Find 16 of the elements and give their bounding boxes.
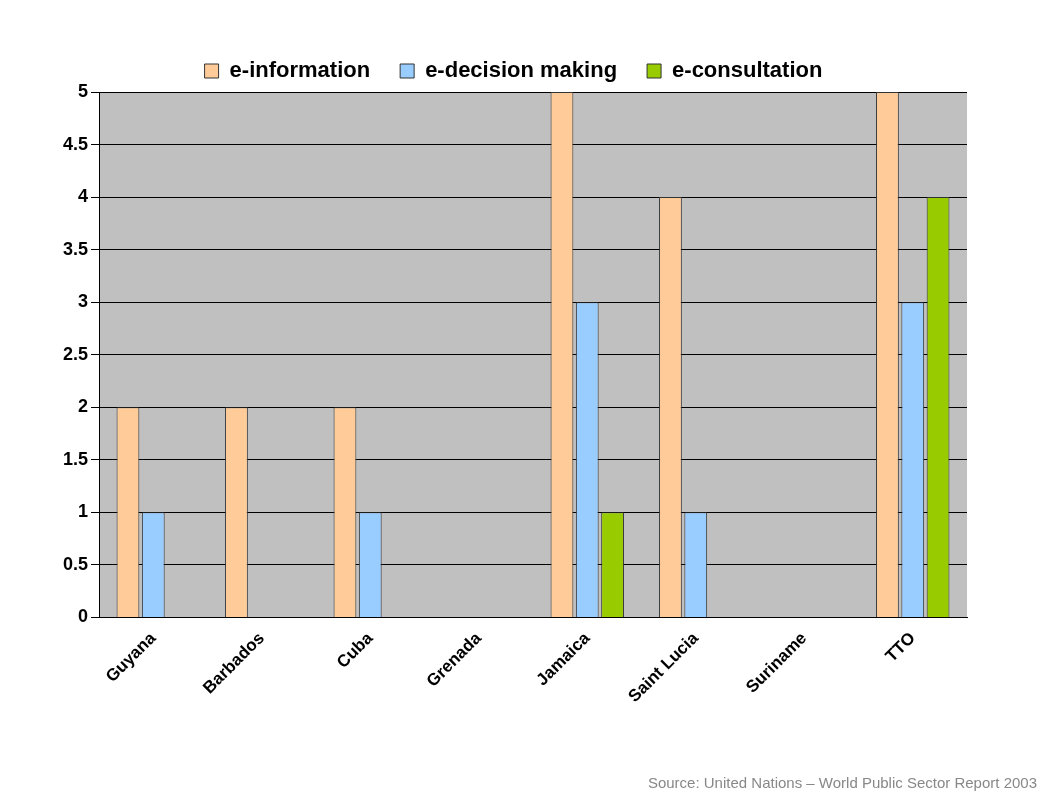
- y-tick-label: 0.5: [62, 553, 89, 574]
- y-tick-label: 3: [78, 291, 89, 312]
- legend-label: e-information: [229, 57, 371, 83]
- y-tick-label: 1.5: [62, 448, 89, 469]
- y-tick-label: 4: [78, 186, 89, 207]
- legend-label: e-decision making: [425, 57, 618, 83]
- y-tick-label: 2.5: [62, 343, 89, 364]
- y-tick-label: 1: [78, 501, 89, 522]
- legend-label: e-consultation: [672, 57, 823, 83]
- y-tick-label: 3.5: [62, 238, 89, 259]
- source-note: Source: United Nations – World Public Sector Report 2003: [647, 774, 1037, 791]
- x-tick-label: TTO: [881, 628, 919, 666]
- y-tick-label: 5: [78, 80, 89, 101]
- y-tick-label: 4.5: [62, 133, 89, 154]
- y-tick-label: 2: [78, 396, 89, 417]
- y-tick-label: 0: [78, 606, 89, 627]
